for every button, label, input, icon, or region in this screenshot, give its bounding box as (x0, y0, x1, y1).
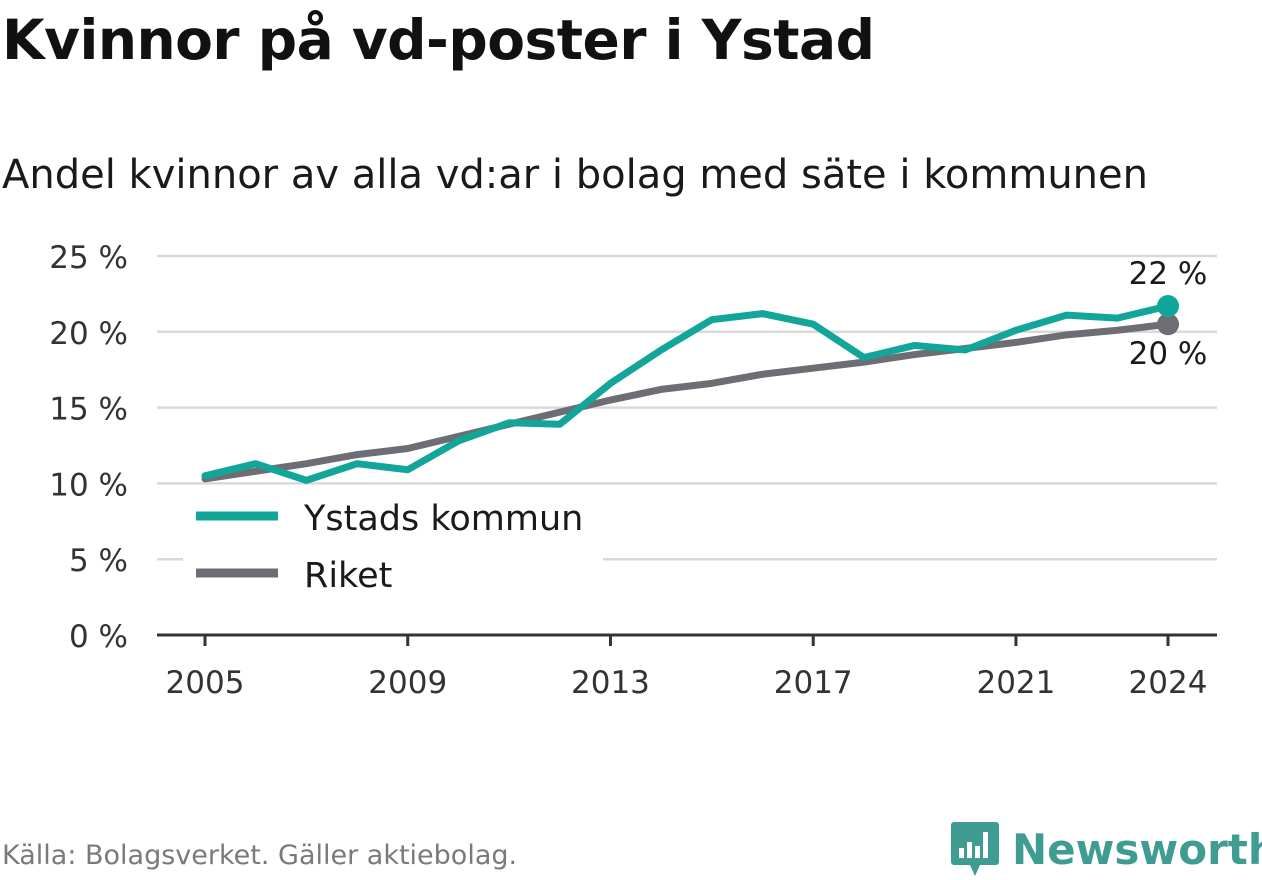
x-tick-label: 2005 (166, 665, 245, 701)
series-lines (201, 302, 1172, 484)
x-tick-label: 2013 (571, 665, 650, 701)
series-line-riket (201, 320, 1172, 483)
legend-label-riket: Riket (304, 556, 392, 596)
end-label-riket: 20 % (1129, 336, 1208, 372)
end-marker-ystad (1157, 295, 1179, 318)
end-marker-riket (1157, 313, 1179, 336)
brand-logo: Newsworthy (950, 818, 1262, 880)
x-tick-label: 2021 (976, 665, 1055, 701)
y-tick-label: 0 % (69, 619, 128, 655)
series-line-ystad (201, 302, 1172, 484)
legend-label-ystad: Ystads kommun (303, 499, 583, 539)
y-axis-ticks: 0 % 5 % 10 % 15 % 20 % 25 % (49, 240, 128, 655)
x-tick-label: 2024 (1129, 665, 1208, 701)
y-tick-label: 5 % (69, 543, 128, 579)
y-tick-label: 15 % (49, 392, 128, 428)
end-label-ystad: 22 % (1129, 256, 1208, 292)
x-tick-label: 2009 (368, 665, 447, 701)
legend-background (183, 487, 603, 607)
chart-subtitle: Andel kvinnor av alla vd:ar i bolag med … (2, 152, 1148, 198)
y-tick-label: 10 % (49, 467, 128, 503)
legend: Ystads kommun Riket (183, 487, 603, 607)
y-tick-label: 20 % (49, 316, 128, 352)
chart-title: Kvinnor på vd-poster i Ystad (2, 8, 875, 72)
end-markers: 22 % 20 % (1129, 256, 1208, 372)
x-tick-label: 2017 (774, 665, 853, 701)
brand-name: Newsworthy (1012, 824, 1262, 874)
y-tick-label: 25 % (49, 240, 128, 276)
source-note: Källa: Bolagsverket. Gäller aktiebolag. (2, 840, 518, 871)
x-axis-ticks: 2005 2009 2013 2017 2021 2024 (166, 635, 1208, 701)
newsworthy-logo-icon (951, 822, 999, 876)
